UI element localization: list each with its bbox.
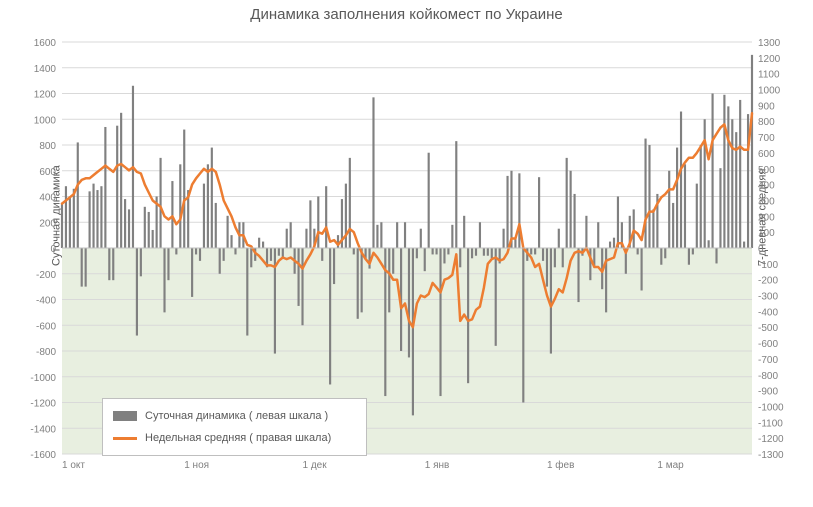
svg-text:-100: -100: [758, 260, 778, 271]
svg-text:1 окт: 1 окт: [62, 460, 85, 471]
legend-swatch-line: [113, 437, 137, 440]
svg-text:-900: -900: [758, 387, 778, 398]
svg-text:1 фев: 1 фев: [547, 459, 574, 471]
svg-text:-800: -800: [36, 347, 56, 358]
svg-text:-800: -800: [758, 371, 778, 382]
svg-text:1300: 1300: [758, 38, 781, 49]
svg-text:-600: -600: [758, 339, 778, 350]
svg-text:800: 800: [39, 141, 56, 152]
svg-text:-300: -300: [758, 292, 778, 303]
svg-text:100: 100: [758, 228, 775, 239]
svg-text:500: 500: [758, 165, 775, 176]
svg-text:-400: -400: [758, 307, 778, 318]
legend: Суточная динамика ( левая шкала ) Недель…: [102, 398, 367, 456]
svg-text:0: 0: [758, 244, 764, 255]
svg-text:-1200: -1200: [30, 399, 56, 410]
svg-text:-1300: -1300: [758, 450, 784, 461]
svg-text:1 янв: 1 янв: [425, 460, 450, 471]
svg-text:600: 600: [39, 167, 56, 178]
svg-text:200: 200: [758, 212, 775, 223]
svg-text:-500: -500: [758, 323, 778, 334]
svg-text:-700: -700: [758, 355, 778, 366]
svg-text:-1000: -1000: [30, 373, 56, 384]
svg-text:1200: 1200: [758, 54, 781, 65]
svg-text:-1100: -1100: [758, 418, 783, 429]
svg-text:-200: -200: [36, 270, 56, 281]
legend-row-bar: Суточная динамика ( левая шкала ): [113, 405, 356, 427]
chart-title: Динамика заполнения койкомест по Украине: [0, 6, 813, 23]
svg-text:800: 800: [758, 117, 775, 128]
legend-swatch-bar: [113, 411, 137, 421]
svg-text:1 мар: 1 мар: [657, 460, 684, 471]
legend-row-line: Недельная средняя ( правая шкала): [113, 427, 356, 449]
svg-text:300: 300: [758, 196, 775, 207]
svg-text:1100: 1100: [758, 70, 780, 81]
svg-text:600: 600: [758, 149, 775, 160]
svg-text:1000: 1000: [758, 86, 781, 97]
svg-text:400: 400: [39, 193, 56, 204]
svg-text:-200: -200: [758, 276, 778, 287]
svg-text:1200: 1200: [34, 90, 57, 101]
svg-text:-1600: -1600: [30, 450, 56, 461]
svg-text:1000: 1000: [34, 115, 57, 126]
svg-text:1400: 1400: [34, 64, 57, 75]
svg-text:1 ноя: 1 ноя: [184, 460, 209, 471]
svg-text:1600: 1600: [34, 38, 57, 49]
legend-label-line: Недельная средняя ( правая шкала): [145, 432, 331, 444]
svg-text:-1400: -1400: [30, 424, 56, 435]
legend-label-bar: Суточная динамика ( левая шкала ): [145, 410, 328, 422]
svg-text:-1200: -1200: [758, 434, 784, 445]
svg-text:-600: -600: [36, 321, 56, 332]
svg-text:1 дек: 1 дек: [303, 460, 328, 471]
svg-text:-1000: -1000: [758, 402, 784, 413]
svg-text:700: 700: [758, 133, 775, 144]
svg-text:0: 0: [50, 244, 56, 255]
svg-text:-400: -400: [36, 296, 56, 307]
svg-text:200: 200: [39, 218, 56, 229]
svg-text:400: 400: [758, 181, 775, 192]
svg-text:900: 900: [758, 101, 775, 112]
